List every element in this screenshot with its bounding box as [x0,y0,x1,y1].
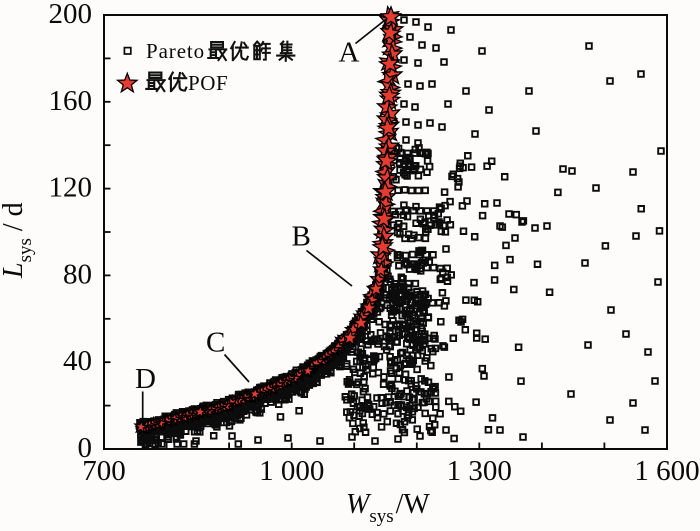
svg-text:40: 40 [63,345,92,377]
svg-text:A: A [339,37,360,69]
svg-text:Lsys / d: Lsys / d [0,202,36,279]
svg-text:C: C [206,327,225,359]
svg-text:80: 80 [63,258,92,290]
svg-text:Wsys/W: Wsys/W [346,489,430,527]
svg-text:700: 700 [82,455,126,487]
svg-text:D: D [135,363,156,395]
svg-text:200: 200 [49,0,93,30]
svg-text:POF: POF [188,71,228,95]
svg-text:1 000: 1 000 [259,455,324,487]
svg-text:1 600: 1 600 [634,455,699,487]
svg-text:120: 120 [49,172,93,204]
svg-text:B: B [292,221,311,253]
svg-text:160: 160 [49,85,93,117]
svg-text:1 300: 1 300 [447,455,512,487]
svg-text:0: 0 [78,432,93,464]
svg-text:Pareto: Pareto [146,39,205,63]
